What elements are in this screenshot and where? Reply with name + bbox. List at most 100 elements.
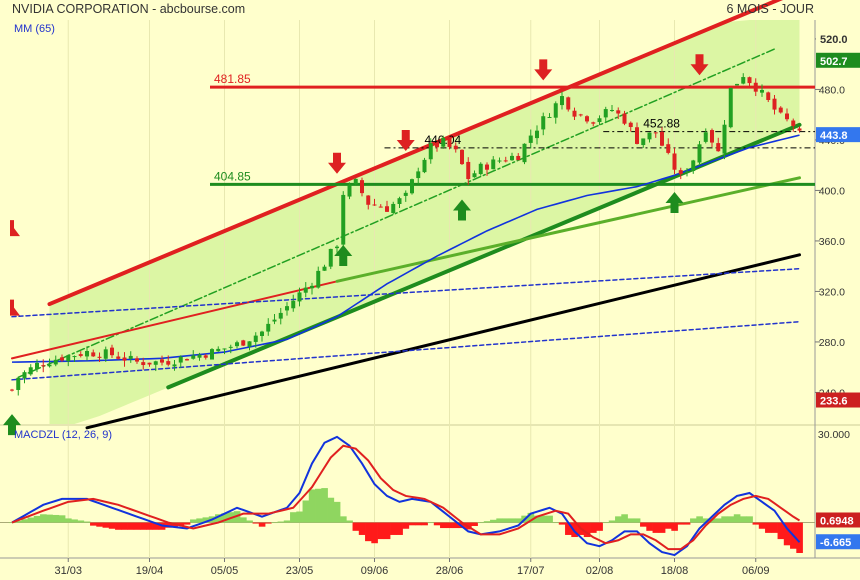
macd-histogram-bar	[246, 520, 253, 523]
macd-histogram-bar	[252, 522, 260, 524]
macd-histogram-bar	[352, 522, 360, 531]
candle-body	[435, 142, 439, 148]
candle-body	[628, 122, 633, 128]
macd-histogram-bar	[446, 522, 453, 529]
candle-body	[22, 372, 27, 379]
macd-histogram-bar	[765, 522, 772, 533]
candle-body	[503, 160, 508, 162]
level-label: 404.85	[214, 169, 251, 183]
macd-histogram-bar	[402, 522, 410, 529]
dotted-lower	[11, 320, 801, 381]
candle-body	[460, 149, 464, 165]
candle-body	[728, 87, 733, 128]
macd-histogram-bar	[121, 522, 128, 530]
fan-line-green	[335, 176, 801, 283]
edge-sell-mark	[10, 220, 20, 237]
candle-body	[291, 300, 296, 309]
candle-body	[410, 179, 414, 194]
macd-histogram-bar	[615, 516, 622, 523]
candle-body	[272, 319, 277, 322]
macd-histogram-bar	[321, 488, 328, 523]
macd-histogram-bar	[115, 522, 122, 530]
time-axis-label: 31/03	[54, 565, 82, 577]
macd-histogram-bar	[140, 522, 147, 530]
candle-body	[97, 356, 102, 358]
macd-histogram-bar	[40, 514, 47, 523]
candle-body	[341, 194, 346, 245]
macd-histogram-bar	[771, 522, 778, 533]
time-axis-label: 18/08	[661, 565, 689, 577]
buy-arrow	[453, 199, 471, 221]
price-badge-label: 443.8	[820, 130, 848, 142]
macd-histogram-bar	[421, 522, 428, 526]
macd-histogram-bar	[683, 522, 691, 525]
candle-body	[610, 109, 614, 111]
candle-body	[491, 159, 496, 170]
annotation-label: 452.88	[643, 117, 680, 131]
macd-badge-label: -6.665	[820, 537, 851, 549]
macd-histogram-bar	[721, 516, 728, 523]
candle-body	[510, 155, 514, 161]
macd-histogram-bar	[621, 514, 628, 523]
macd-histogram-bar	[27, 517, 35, 523]
macd-histogram-bar	[746, 516, 753, 523]
macd-histogram-bar	[346, 520, 353, 523]
candle-body	[360, 180, 364, 194]
time-axis-label: 05/05	[211, 565, 239, 577]
chart-period: 6 MOIS - JOUR	[726, 2, 814, 16]
candle-body	[378, 206, 383, 208]
macd-histogram-bar	[752, 522, 760, 525]
candle-body	[66, 355, 71, 362]
macd-histogram-bar	[383, 522, 391, 540]
macd-histogram-bar	[377, 522, 385, 540]
price-badge	[816, 392, 860, 408]
candle-body	[35, 362, 39, 370]
candle-body	[591, 122, 596, 124]
middle-channel	[17, 48, 776, 379]
macd-histogram-bar	[215, 514, 222, 523]
macd-histogram-bar	[165, 522, 172, 528]
macd-histogram-bar	[590, 522, 597, 533]
macd-histogram-bar	[702, 518, 710, 523]
price-axis-label: 400.0	[819, 185, 845, 197]
candle-body	[41, 365, 46, 367]
candle-body	[397, 198, 402, 204]
price-badge	[816, 30, 860, 46]
candle-body	[447, 137, 452, 147]
macd-histogram-bar	[333, 501, 341, 523]
candle-body	[778, 107, 783, 113]
macd-histogram-bar	[190, 519, 197, 523]
macd-histogram-bar	[733, 514, 741, 523]
macd-histogram-bar	[415, 522, 422, 526]
macd-histogram-bar	[608, 520, 616, 523]
candle-body	[178, 356, 183, 363]
candle-body	[553, 103, 558, 118]
macd-histogram-bar	[783, 522, 791, 546]
macd-histogram-bar	[596, 522, 603, 531]
macd-histogram-bar	[515, 518, 522, 523]
candle-body	[685, 171, 689, 173]
candle-body	[122, 357, 127, 361]
candle-body	[135, 358, 139, 362]
candle-body	[660, 131, 664, 146]
edge-sell-mark	[10, 299, 20, 316]
macd-histogram-bar	[202, 517, 210, 523]
macd-histogram-bar	[390, 522, 397, 535]
candle-body	[497, 160, 502, 162]
macd-histogram-bar	[540, 515, 547, 523]
macd-histogram-bar	[365, 522, 372, 542]
sell-arrow	[690, 54, 709, 76]
macd-line	[11, 435, 801, 557]
candle-body	[141, 362, 146, 366]
candle-body	[322, 266, 327, 271]
level-label: 481.85	[214, 72, 251, 86]
macd-histogram-bar	[308, 489, 316, 523]
candle-body	[285, 306, 289, 311]
candle-body	[472, 173, 477, 178]
macd-histogram-bar	[46, 514, 53, 523]
candle-body	[560, 96, 564, 106]
macd-histogram-bar	[727, 516, 735, 523]
macd-histogram-bar	[496, 518, 503, 523]
macd-histogram-bar	[21, 519, 28, 523]
